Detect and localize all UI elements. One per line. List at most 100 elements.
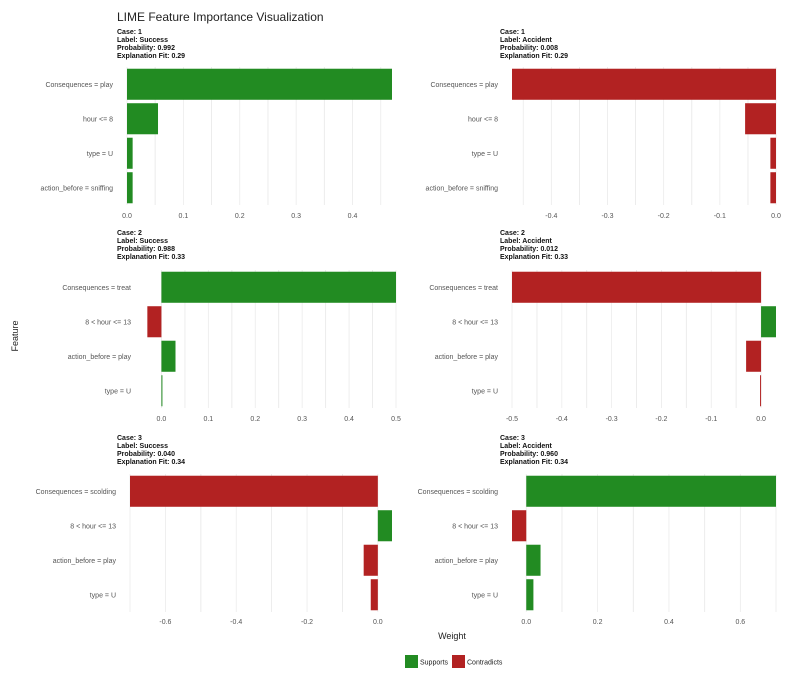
tick-label: -0.1 (705, 416, 717, 423)
feature-label: Consequences = treat (62, 285, 131, 292)
feature-label: type = U (90, 592, 116, 599)
tick-label: 0.3 (291, 213, 301, 220)
panel-header-line: Label: Success (117, 238, 168, 245)
tick-label: 0.0 (373, 619, 383, 626)
bar (526, 475, 776, 507)
bar (512, 271, 762, 303)
panel-header-line: Probability: 0.988 (117, 246, 175, 253)
tick-label: -0.3 (601, 213, 613, 220)
panel-header-line: Case: 1 (117, 29, 142, 36)
tick-label: -0.3 (606, 416, 618, 423)
panel-header-line: Probability: 0.040 (117, 451, 175, 458)
bar (512, 68, 776, 100)
panel-header-line: Probability: 0.960 (500, 451, 558, 458)
bar (377, 510, 392, 542)
tick-label: 0.4 (348, 213, 358, 220)
bar (761, 306, 776, 338)
feature-label: Consequences = treat (429, 285, 498, 292)
panel-header-line: Case: 3 (500, 435, 525, 442)
tick-label: 0.4 (344, 416, 354, 423)
tick-label: 0.2 (235, 213, 245, 220)
bar (161, 340, 176, 372)
tick-label: -0.4 (545, 213, 557, 220)
panel-header-line: Case: 1 (500, 29, 525, 36)
bar (512, 510, 527, 542)
tick-label: 0.4 (664, 619, 674, 626)
feature-label: action_before = sniffing (426, 185, 499, 192)
feature-label: 8 < hour <= 13 (85, 319, 131, 326)
panel-header-line: Label: Success (117, 37, 168, 44)
tick-label: 0.6 (735, 619, 745, 626)
panel-header-line: Explanation Fit: 0.33 (117, 254, 185, 261)
feature-label: action_before = play (68, 354, 132, 361)
panel-header-line: Label: Accident (500, 238, 553, 245)
panel-header-line: Explanation Fit: 0.34 (500, 459, 568, 466)
bar (746, 340, 762, 372)
panel-header-line: Explanation Fit: 0.29 (117, 53, 185, 60)
bar (770, 137, 776, 169)
tick-label: 0.0 (521, 619, 531, 626)
tick-label: -0.2 (301, 619, 313, 626)
panel-header-line: Explanation Fit: 0.34 (117, 459, 185, 466)
feature-label: action_before = sniffing (41, 185, 114, 192)
bar (127, 68, 392, 100)
panel-header-line: Case: 3 (117, 435, 142, 442)
feature-label: hour <= 8 (83, 116, 113, 123)
tick-label: -0.2 (658, 213, 670, 220)
tick-label: 0.5 (391, 416, 401, 423)
tick-label: -0.6 (159, 619, 171, 626)
legend-contradicts-swatch (452, 655, 465, 668)
bar (147, 306, 162, 338)
bar (127, 137, 133, 169)
panel-header-line: Label: Accident (500, 37, 553, 44)
legend-contradicts-label: Contradicts (467, 660, 503, 667)
chart-title: LIME Feature Importance Visualization (117, 10, 324, 24)
feature-label: action_before = play (435, 558, 499, 565)
bar (745, 103, 776, 135)
feature-label: 8 < hour <= 13 (452, 523, 498, 530)
x-axis-title: Weight (438, 631, 466, 641)
feature-label: type = U (105, 388, 131, 395)
feature-label: Consequences = scolding (418, 489, 498, 496)
panel-header-line: Explanation Fit: 0.33 (500, 254, 568, 261)
bar (526, 544, 541, 576)
tick-label: 0.2 (250, 416, 260, 423)
tick-label: 0.2 (593, 619, 603, 626)
bar (127, 103, 159, 135)
bar (370, 579, 378, 611)
feature-label: action_before = play (53, 558, 117, 565)
bar (130, 475, 378, 507)
bar (770, 172, 776, 204)
panel-header-line: Probability: 0.008 (500, 45, 558, 52)
feature-label: 8 < hour <= 13 (452, 319, 498, 326)
panel-header-line: Probability: 0.992 (117, 45, 175, 52)
bar (363, 544, 378, 576)
tick-label: -0.5 (506, 416, 518, 423)
tick-label: 0.1 (203, 416, 213, 423)
tick-label: 0.1 (179, 213, 189, 220)
panel-header-line: Label: Accident (500, 443, 553, 450)
feature-label: 8 < hour <= 13 (70, 523, 116, 530)
bar (526, 579, 534, 611)
bar (760, 375, 762, 407)
feature-label: Consequences = play (45, 82, 113, 89)
tick-label: -0.4 (556, 416, 568, 423)
panel-header-line: Case: 2 (117, 230, 142, 237)
panel-header-line: Label: Success (117, 443, 168, 450)
feature-label: action_before = play (435, 354, 499, 361)
tick-label: -0.2 (655, 416, 667, 423)
y-axis-title: Feature (10, 320, 20, 351)
feature-label: type = U (472, 151, 498, 158)
feature-label: type = U (472, 388, 498, 395)
tick-label: -0.4 (230, 619, 242, 626)
panel-header-line: Explanation Fit: 0.29 (500, 53, 568, 60)
bar (161, 375, 163, 407)
